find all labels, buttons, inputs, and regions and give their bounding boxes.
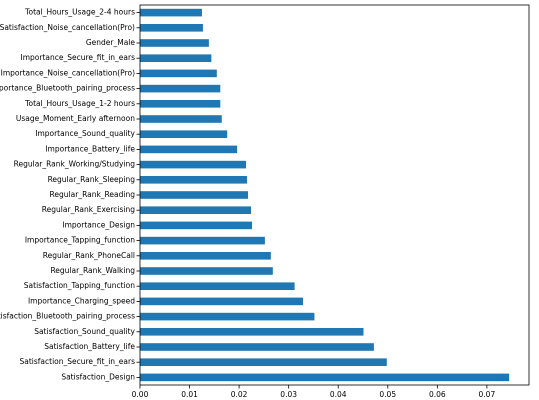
bar <box>140 373 510 382</box>
category-label: Regular_Rank_PhoneCall <box>43 251 135 260</box>
category-label: Regular_Rank_Reading <box>50 190 136 199</box>
bar <box>140 39 209 47</box>
bar <box>140 343 374 351</box>
category-label: Importance_Bluetooth_pairing_process <box>0 84 135 93</box>
bar <box>140 176 248 184</box>
bar <box>140 115 222 123</box>
category-label: Importance_Sound_quality <box>35 129 135 138</box>
category-label: Importance_Tapping_function <box>25 236 135 245</box>
bar <box>140 69 217 78</box>
bar <box>140 236 265 245</box>
bar <box>140 358 387 366</box>
x-tick-label: 0.01 <box>181 390 198 399</box>
x-tick-label: 0.06 <box>429 390 446 399</box>
category-label: Satisfaction_Bluetooth_pairing_process <box>0 312 135 321</box>
category-label: Satisfaction_Sound_quality <box>34 327 135 336</box>
bar <box>140 206 252 214</box>
bar <box>140 191 249 199</box>
bar <box>140 100 221 108</box>
bar <box>140 130 228 138</box>
category-label: Total_Hours_Usage_2-4 hours <box>24 8 135 17</box>
category-label: Gender_Male <box>86 38 136 47</box>
category-label: Regular_Rank_Working/Studying <box>14 160 136 169</box>
category-label: Regular_Rank_Walking <box>50 266 135 275</box>
bars-group <box>140 8 510 382</box>
category-label: Regular_Rank_Sleeping <box>48 175 136 184</box>
bar <box>140 297 304 306</box>
bar <box>140 24 203 32</box>
category-label: Usage_Moment_Early afternoon <box>16 114 135 123</box>
category-label: Importance_Noise_cancellation(Pro) <box>1 68 135 77</box>
category-label: Total_Hours_Usage_1-2 hours <box>24 99 135 108</box>
category-label: Importance_Secure_fit_in_ears <box>21 53 136 62</box>
x-tick-label: 0.04 <box>330 390 347 399</box>
category-label: Satisfaction_Tapping_function <box>24 281 135 290</box>
category-label: Satisfaction_Noise_cancellation(Pro) <box>0 23 135 32</box>
bar <box>140 267 273 275</box>
category-label: Importance_Charging_speed <box>28 296 135 305</box>
plot-frame <box>139 4 530 386</box>
x-tick-label: 0.03 <box>280 390 297 399</box>
bar <box>140 160 247 169</box>
x-tick-label: 0.05 <box>379 390 396 399</box>
x-tick-label: 0.02 <box>231 390 248 399</box>
x-tick-label: 0.07 <box>479 390 496 399</box>
bar <box>140 312 315 321</box>
category-label: Satisfaction_Battery_life <box>44 342 135 351</box>
y-axis-labels: Satisfaction_Design Satisfaction_Secure_f… <box>0 8 140 381</box>
x-tick-label: 0.00 <box>132 390 149 399</box>
bar <box>140 328 364 336</box>
bar <box>140 221 252 230</box>
bar <box>140 8 202 17</box>
bar <box>140 282 295 290</box>
category-label: Importance_Battery_life <box>45 144 135 153</box>
category-label: Importance_Design <box>62 220 135 229</box>
bar <box>140 84 221 93</box>
category-label: Satisfaction_Secure_fit_in_ears <box>19 357 135 366</box>
category-label: Regular_Rank_Exercising <box>42 205 135 214</box>
x-axis-ticks: 0.00 0.01 0.02 0.03 0.04 0.05 0.06 0.07 <box>132 385 496 399</box>
category-label: Satisfaction_Design <box>61 372 135 381</box>
bar <box>140 145 238 154</box>
bar <box>140 252 271 260</box>
bar <box>140 54 212 62</box>
